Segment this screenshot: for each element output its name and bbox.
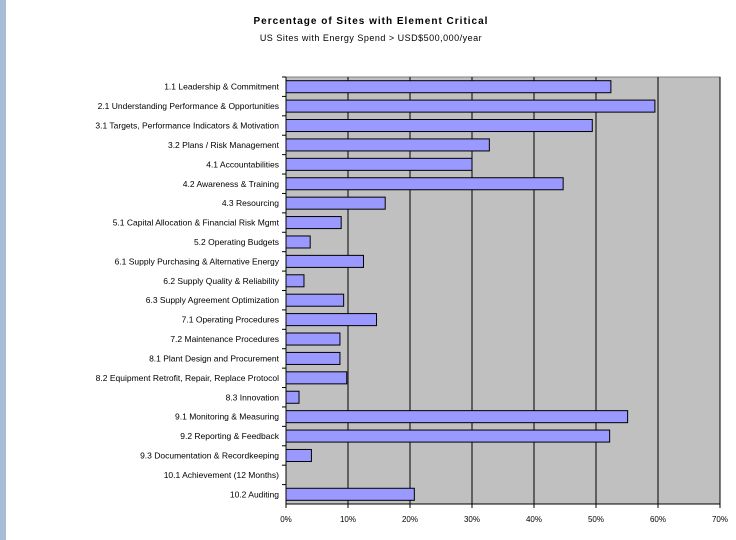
bar [285, 371, 348, 385]
bar [285, 351, 341, 365]
category-label: 5.2 Operating Budgets [194, 237, 279, 247]
category-label: 7.2 Maintenance Procedures [170, 334, 279, 344]
bar [285, 80, 612, 94]
category-label: 4.2 Awareness & Training [183, 179, 280, 189]
bar [285, 157, 473, 171]
category-label: 4.3 Resourcing [222, 198, 279, 208]
bar [285, 448, 312, 462]
x-tick-label: 30% [464, 515, 480, 524]
category-label: 6.2 Supply Quality & Reliability [163, 276, 280, 286]
bar [285, 235, 311, 249]
bar [285, 196, 386, 210]
category-labels: 1.1 Leadership & Commitment 2.1 Understan… [95, 76, 286, 499]
bar [285, 254, 364, 268]
category-label: 9.1 Monitoring & Measuring [175, 412, 279, 422]
bar [285, 99, 656, 113]
chart-title: Percentage of Sites with Element Critica… [253, 16, 489, 27]
category-label: 9.2 Reporting & Feedback [180, 431, 280, 441]
bar [285, 216, 342, 230]
bar [285, 390, 300, 404]
category-label: 2.1 Understanding Performance & Opportun… [98, 101, 279, 111]
category-label: 4.1 Accountabilities [206, 159, 279, 169]
category-label: 8.1 Plant Design and Procurement [149, 353, 280, 363]
x-tick-label: 70% [712, 515, 728, 524]
category-label: 3.2 Plans / Risk Management [168, 140, 280, 150]
bar-chart: 1.1 Leadership & Commitment 2.1 Understan… [95, 76, 728, 524]
category-label: 3.1 Targets, Performance Indicators & Mo… [95, 121, 279, 131]
category-label: 5.1 Capital Allocation & Financial Risk … [113, 218, 280, 228]
category-label: 8.3 Innovation [226, 392, 280, 402]
left-border-strip [0, 0, 6, 540]
category-label: 7.1 Operating Procedures [182, 315, 279, 325]
bar [285, 313, 378, 327]
chart-frame: Percentage of Sites with Element Critica… [6, 0, 736, 540]
category-label: 6.3 Supply Agreement Optimization [146, 295, 280, 305]
category-label: 1.1 Leadership & Commitment [164, 82, 279, 92]
x-tick-label: 60% [650, 515, 666, 524]
x-tick-label: 0% [280, 515, 292, 524]
bars [285, 80, 656, 501]
bar [285, 119, 593, 133]
bar [285, 293, 345, 307]
category-label: 9.3 Documentation & Recordkeeping [140, 450, 279, 460]
category-label: 10.2 Auditing [230, 489, 279, 499]
bar [285, 177, 564, 191]
category-label: 8.2 Equipment Retrofit, Repair, Replace … [96, 373, 279, 383]
bar [285, 138, 490, 152]
x-axis-ticks: 0% 10% 20% 30% 40% 50% 60% 70% [280, 504, 728, 524]
category-label: 6.1 Supply Purchasing & Alternative Ener… [115, 256, 280, 266]
x-tick-label: 50% [588, 515, 604, 524]
bar [285, 429, 611, 443]
bar [285, 487, 415, 501]
x-tick-label: 20% [402, 515, 418, 524]
bar [285, 274, 305, 288]
category-label: 10.1 Achievement (12 Months) [164, 470, 279, 480]
bar [285, 332, 341, 346]
bar [285, 410, 629, 424]
x-tick-label: 10% [340, 515, 356, 524]
chart-subtitle: US Sites with Energy Spend > USD$500,000… [259, 33, 483, 43]
x-tick-label: 40% [526, 515, 542, 524]
